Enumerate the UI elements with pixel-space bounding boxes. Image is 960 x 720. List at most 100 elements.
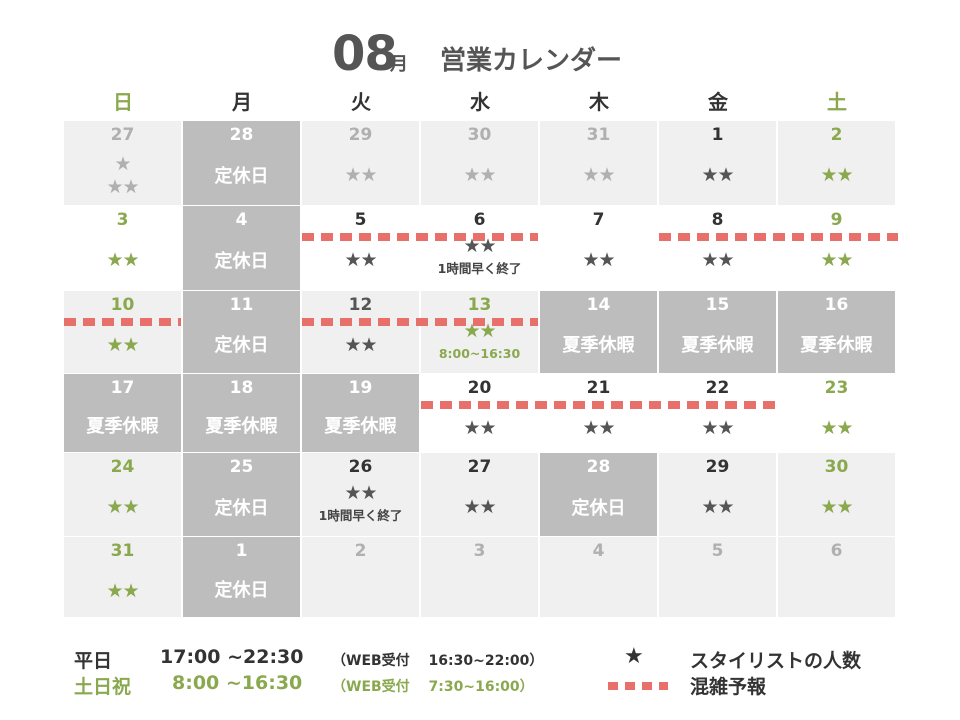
stylist-count-stars: ★★	[701, 249, 734, 271]
day-number: 8	[711, 210, 724, 230]
day-cell: 18 夏季休暇	[183, 374, 300, 452]
day-number: 31	[110, 541, 135, 561]
day-number: 18	[229, 378, 254, 398]
stylist-count-stars: ★★	[820, 164, 853, 186]
day-cell: 3	[421, 537, 538, 617]
day-number: 30	[824, 457, 849, 477]
calendar-title: 08 月 営業カレンダー	[0, 26, 960, 82]
stylist-count-stars: ★★	[463, 164, 496, 186]
day-cell: 1 定休日	[183, 537, 300, 617]
day-number: 27	[467, 457, 492, 477]
day-cell: 23 ★★	[778, 374, 895, 452]
day-cell: 2 ★★	[778, 121, 895, 205]
day-number: 30	[467, 125, 492, 145]
day-number: 29	[348, 125, 373, 145]
closed-label: 定休日	[571, 497, 626, 519]
day-number: 23	[824, 378, 849, 398]
day-cell: 12 ★★	[302, 291, 419, 373]
day-number: 4	[592, 541, 605, 561]
day-number: 14	[586, 295, 611, 315]
day-cell: 1 ★★	[659, 121, 776, 205]
closed-label: 定休日	[214, 497, 269, 519]
closed-label: 夏季休暇	[562, 335, 635, 356]
crowd-forecast-line	[302, 233, 538, 241]
day-cell: 31 ★★	[540, 121, 657, 205]
day-cell: 24 ★★	[64, 453, 181, 536]
day-note: 1時間早く終了	[318, 508, 403, 523]
day-cell: 21 ★★	[540, 374, 657, 452]
star-legend-text: スタイリストの人数	[690, 650, 862, 672]
day-number: 3	[116, 210, 129, 230]
stylist-count-stars: ★★	[106, 580, 139, 602]
day-number: 12	[348, 295, 373, 315]
stylist-count-stars: ★★	[701, 164, 734, 186]
stylist-count-stars: ★★	[463, 235, 496, 257]
day-cell: 17 夏季休暇	[64, 374, 181, 452]
closed-label: 定休日	[214, 580, 269, 601]
day-number: 9	[830, 210, 843, 230]
stylist-count-stars: ★★	[463, 496, 496, 518]
day-number: 29	[705, 457, 730, 477]
stylist-count-stars: ★★	[106, 334, 139, 356]
weekend-hours-label: 土日祝	[74, 676, 132, 698]
day-cell: 27 ★ ★★	[64, 121, 181, 205]
day-number: 15	[705, 295, 730, 315]
stylist-count-stars: ★★	[463, 320, 496, 342]
day-number: 19	[348, 378, 373, 398]
day-cell: 9 ★★	[778, 206, 895, 290]
day-number: 27	[110, 125, 135, 145]
day-cell: 7 ★★	[540, 206, 657, 290]
day-cell: 6 ★★ 1時間早く終了	[421, 206, 538, 290]
crowd-forecast-line	[64, 318, 181, 326]
crowd-forecast-line	[302, 318, 538, 326]
day-cell: 30 ★★	[778, 453, 895, 536]
day-cell: 30 ★★	[421, 121, 538, 205]
day-cell: 20 ★★	[421, 374, 538, 452]
weekday-hours-time: 17:00 ~22:30	[160, 646, 304, 668]
crowd-legend-swatch	[608, 682, 668, 690]
day-cell: 15 夏季休暇	[659, 291, 776, 373]
star-legend-icon: ★	[624, 644, 644, 669]
stylist-count-stars: ★★	[820, 496, 853, 518]
closed-label: 夏季休暇	[86, 416, 159, 437]
stylist-count-stars: ★★	[106, 249, 139, 271]
day-cell: 29 ★★	[302, 121, 419, 205]
day-number: 4	[235, 210, 248, 230]
stylist-count-stars: ★★	[820, 249, 853, 271]
crowd-legend-text: 混雑予報	[690, 676, 767, 698]
day-cell: 13 ★★ 8:00~16:30	[421, 291, 538, 373]
stylist-count-stars: ★★	[106, 496, 139, 518]
day-note: 8:00~16:30	[438, 346, 521, 361]
closed-label: 夏季休暇	[681, 335, 754, 356]
stylist-count-stars: ★★	[106, 176, 139, 198]
stylist-count-stars: ★★	[701, 417, 734, 439]
stylist-count-stars: ★★	[582, 249, 615, 271]
weekday-label: 水	[470, 90, 490, 114]
day-number: 26	[348, 457, 373, 477]
day-number: 21	[586, 378, 611, 398]
day-cell: 3 ★★	[64, 206, 181, 290]
calendar-name: 営業カレンダー	[440, 46, 623, 76]
day-cell: 8 ★★	[659, 206, 776, 290]
stylist-count-stars: ★★	[582, 417, 615, 439]
day-cell: 16 夏季休暇	[778, 291, 895, 373]
day-number: 7	[592, 210, 605, 230]
day-cell: 28 定休日	[183, 121, 300, 205]
day-cell: 4	[540, 537, 657, 617]
day-cell: 28 定休日	[540, 453, 657, 536]
day-cell: 31 ★★	[64, 537, 181, 617]
day-number: 13	[467, 295, 492, 315]
month-unit: 月	[390, 54, 408, 75]
day-number: 25	[229, 457, 254, 477]
crowd-forecast-line	[659, 233, 898, 241]
day-number: 28	[586, 457, 611, 477]
weekday-label: 火	[351, 90, 371, 114]
day-cell: 26 ★★ 1時間早く終了	[302, 453, 419, 536]
stylist-count-stars: ★★	[701, 496, 734, 518]
weekday-label: 木	[589, 90, 609, 114]
day-cell: 2	[302, 537, 419, 617]
day-number: 6	[830, 541, 843, 561]
day-number: 6	[473, 210, 486, 230]
day-cell: 29 ★★	[659, 453, 776, 536]
day-number: 5	[711, 541, 724, 561]
